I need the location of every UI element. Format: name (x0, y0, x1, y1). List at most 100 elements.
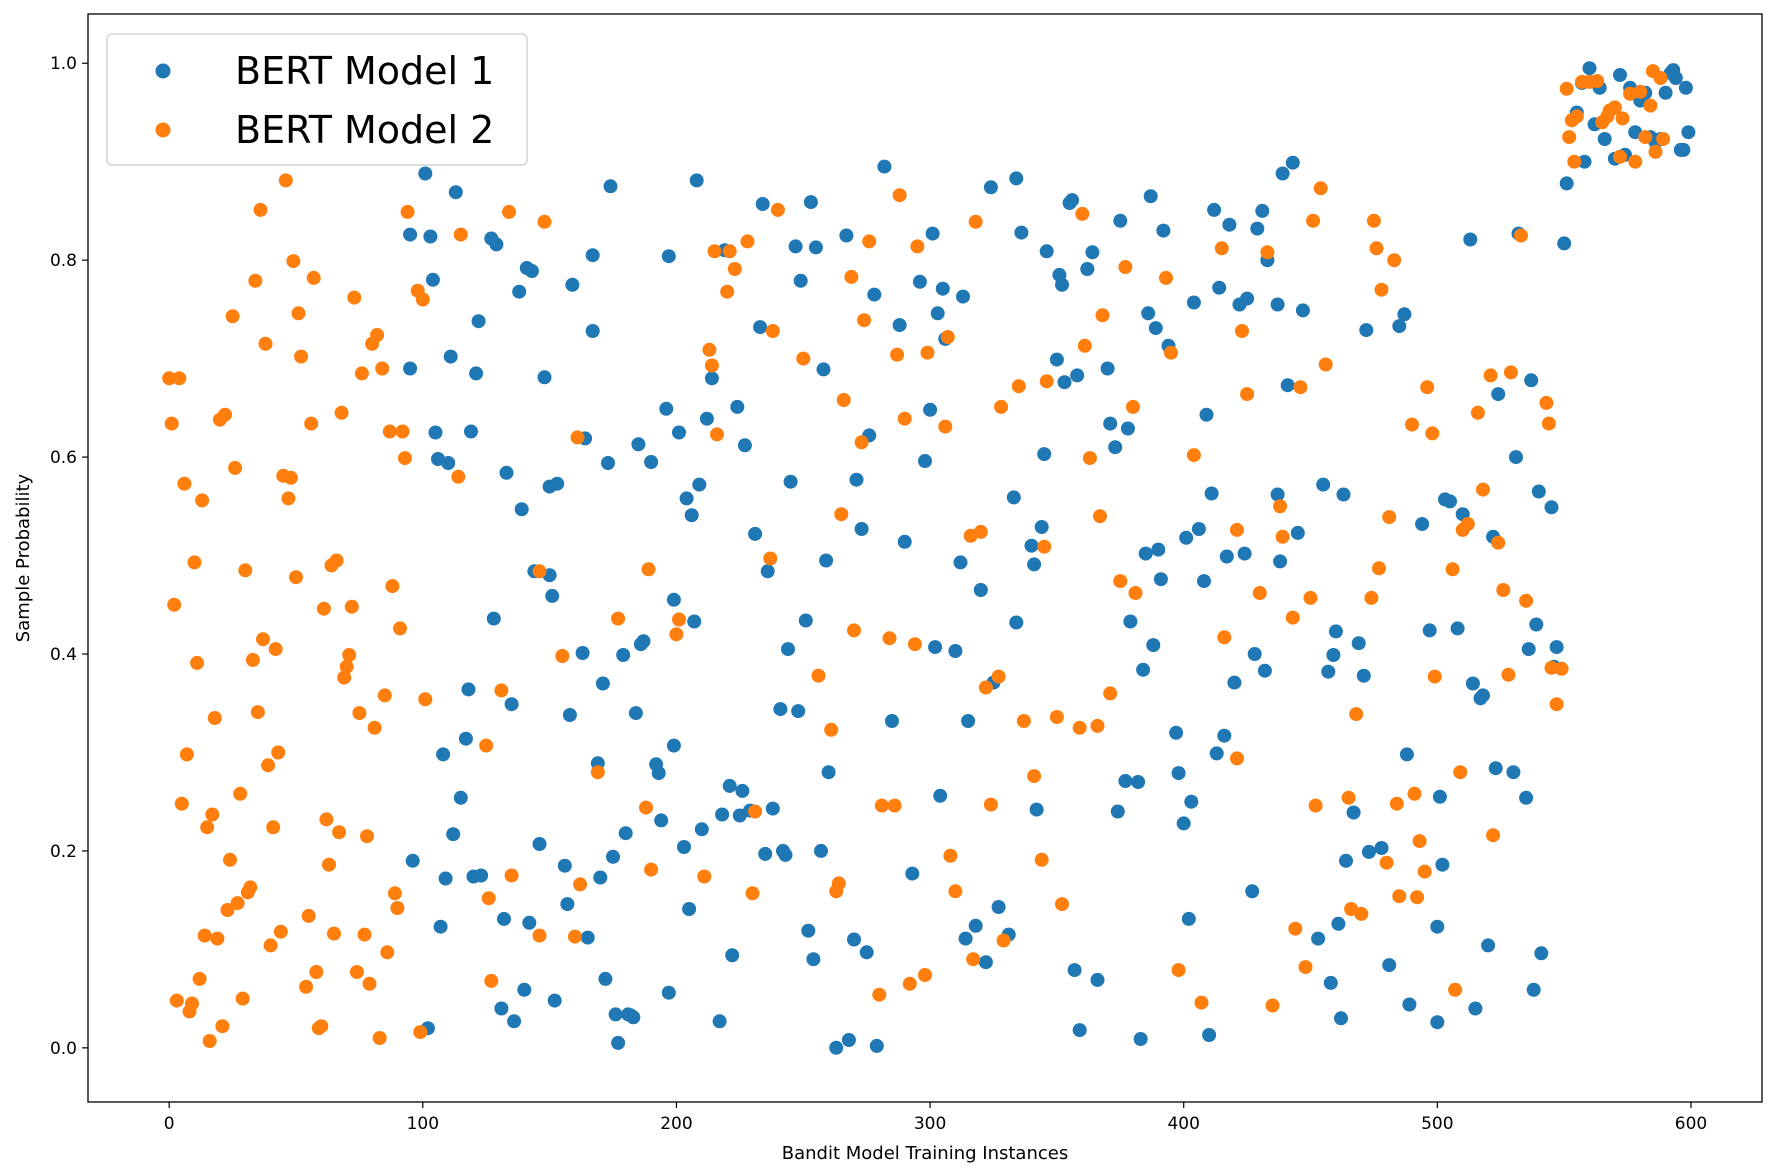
data-point (329, 553, 344, 568)
data-point (360, 829, 374, 844)
data-point (1126, 399, 1140, 414)
data-point (1465, 676, 1480, 691)
data-point (1090, 718, 1105, 733)
data-point (940, 330, 955, 344)
data-point (294, 349, 309, 364)
data-point (1164, 345, 1178, 360)
data-point (897, 534, 912, 549)
points-layer (162, 61, 1696, 1055)
data-point (606, 849, 620, 864)
data-point (699, 411, 714, 426)
data-point (659, 401, 674, 416)
data-point (862, 234, 877, 249)
data-point (849, 472, 864, 487)
data-point (1169, 725, 1184, 740)
data-point (725, 948, 740, 963)
data-point (890, 347, 905, 362)
data-point (1656, 132, 1671, 146)
data-point (1613, 68, 1627, 82)
data-point (948, 644, 963, 658)
data-point (1252, 586, 1267, 600)
data-point (791, 704, 806, 719)
data-point (1557, 236, 1572, 251)
data-point (474, 868, 489, 883)
data-point (177, 476, 192, 491)
data-point (354, 366, 369, 381)
data-point (814, 843, 828, 858)
data-point (722, 778, 737, 793)
data-point (1230, 522, 1244, 537)
data-point (1382, 958, 1397, 973)
data-point (504, 868, 519, 883)
data-point (1103, 686, 1118, 701)
data-point (405, 853, 420, 868)
data-point (1055, 277, 1069, 292)
y-tick-label: 0.8 (50, 251, 77, 271)
data-point (1039, 244, 1054, 259)
data-point (1481, 938, 1496, 953)
data-point (1235, 324, 1249, 338)
data-point (824, 722, 839, 737)
data-point (1240, 291, 1255, 306)
data-point (1095, 308, 1110, 323)
legend-box (106, 33, 528, 166)
data-point (266, 820, 281, 835)
data-point (1072, 720, 1087, 735)
data-point (557, 858, 572, 873)
y-tick-label: 1.0 (50, 54, 77, 74)
data-point (1308, 798, 1323, 813)
data-point (938, 419, 953, 434)
data-point (1648, 144, 1663, 159)
data-point (808, 240, 823, 255)
data-point (983, 180, 998, 195)
data-point (1219, 549, 1234, 564)
data-point (796, 351, 811, 366)
data-point (1643, 98, 1658, 113)
data-point (436, 747, 451, 762)
data-point (433, 919, 448, 934)
data-point (844, 269, 859, 284)
series-1 (403, 61, 1696, 1055)
data-point (238, 563, 253, 578)
data-point (1067, 963, 1082, 978)
data-point (1463, 232, 1478, 247)
data-point (197, 928, 212, 943)
data-point (958, 931, 973, 946)
data-point (352, 706, 367, 721)
data-point (585, 324, 600, 338)
data-point (1387, 253, 1402, 268)
data-point (1331, 916, 1346, 931)
data-point (874, 798, 889, 813)
data-point (370, 328, 385, 342)
data-point (1321, 664, 1336, 679)
data-point (1453, 765, 1468, 780)
data-point (697, 869, 712, 884)
data-point (1212, 280, 1227, 295)
data-point (481, 891, 496, 906)
data-point (1245, 884, 1260, 899)
data-point (314, 1019, 329, 1034)
data-point (1171, 963, 1186, 978)
data-point (679, 491, 694, 506)
data-point (1491, 387, 1506, 402)
data-point (1257, 663, 1272, 678)
data-point (1544, 500, 1559, 515)
y-tick-label: 0.6 (50, 448, 77, 468)
data-point (1361, 844, 1376, 859)
data-point (661, 249, 676, 264)
data-point (831, 876, 846, 891)
data-point (1372, 561, 1386, 576)
data-point (1549, 640, 1564, 655)
data-point (1303, 590, 1318, 605)
data-point (996, 933, 1011, 948)
data-point (991, 669, 1006, 684)
data-point (235, 991, 250, 1006)
data-point (1085, 245, 1100, 260)
data-point (357, 927, 372, 942)
data-point (565, 277, 580, 292)
data-point (1323, 975, 1338, 990)
data-point (841, 1033, 856, 1047)
data-point (925, 226, 940, 241)
data-point (1628, 154, 1643, 169)
